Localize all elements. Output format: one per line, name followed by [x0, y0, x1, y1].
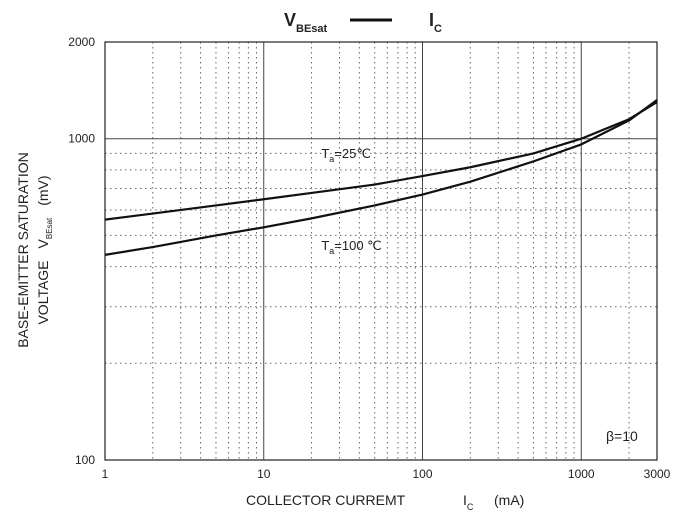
title-v-main: V	[284, 10, 296, 30]
x-tick-label: 1	[102, 467, 109, 481]
x-axis-label-symbol: I	[463, 492, 467, 508]
y-axis-label-symbol-sub: BEsat	[45, 217, 54, 239]
series-label-2: Ta=100 ℃	[321, 238, 381, 256]
series-label-1: Ta=25℃	[321, 146, 371, 164]
grid-major	[105, 42, 657, 460]
y-axis-label-line2: VOLTAGE VBEsat (mV)	[35, 175, 54, 324]
x-axis-label-symbol-sub: C	[467, 502, 474, 512]
series-line-1	[104, 101, 658, 221]
title-v-sub: BEsat	[296, 23, 328, 35]
y-tick-label: 1000	[68, 132, 95, 146]
y-axis-label-voltage: VOLTAGE	[35, 260, 51, 324]
y-axis-label-symbol: V	[35, 238, 51, 248]
x-tick-label: 10	[257, 467, 271, 481]
series-labels: Ta=25℃ Ta=100 ℃	[321, 146, 381, 256]
y-axis-label: BASE-EMITTER SATURATION	[15, 152, 31, 348]
grid-minor	[105, 42, 657, 460]
x-tick-label: 100	[412, 467, 432, 481]
x-tick-label: 3000	[644, 467, 671, 481]
series-group	[104, 99, 658, 256]
x-axis-label: COLLECTOR CURREMT IC (mA)	[246, 492, 524, 513]
plot-frame	[104, 41, 658, 461]
title-i: IC	[429, 10, 442, 35]
beta-annotation: β=10	[606, 428, 638, 444]
chart-title: VBEsat	[284, 10, 328, 35]
x-axis-label-unit: (mA)	[494, 492, 524, 508]
x-tick-labels: 1 10 100 1000 3000	[102, 467, 671, 481]
y-tick-label: 100	[75, 453, 95, 467]
y-tick-labels: 100 1000 2000	[68, 35, 95, 467]
series-line-2	[104, 99, 658, 256]
title-i-main: I	[429, 10, 434, 30]
y-axis-label-line1: BASE-EMITTER SATURATION	[15, 152, 31, 348]
x-axis-label-main: COLLECTOR CURREMT	[246, 492, 406, 508]
title-i-sub: C	[434, 23, 442, 35]
y-axis-label-unit: (mV)	[35, 175, 51, 205]
y-axis-label-2: VOLTAGE VBEsat (mV)	[35, 175, 54, 324]
y-tick-label: 2000	[68, 35, 95, 49]
x-tick-label: 1000	[568, 467, 595, 481]
